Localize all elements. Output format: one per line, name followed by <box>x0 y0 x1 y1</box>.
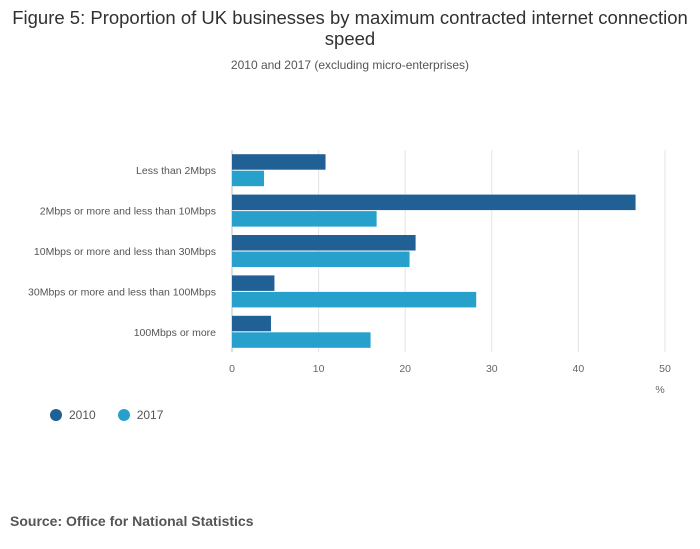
chart-subtitle: 2010 and 2017 (excluding micro-enterpris… <box>230 58 470 72</box>
bar-2010-3[interactable] <box>232 275 275 291</box>
bar-chart: Less than 2Mbps 2Mbps or more and less th… <box>28 150 671 396</box>
legend-label-2010: 2010 <box>69 408 96 422</box>
x-tick-label: 30 <box>486 363 498 375</box>
category-label: Less than 2Mbps <box>136 165 216 177</box>
bar-2010-1[interactable] <box>232 194 636 211</box>
chart-title: Figure 5: Proportion of UK businesses by… <box>12 7 688 49</box>
bar-2017-2[interactable] <box>232 251 410 268</box>
legend-marker-2017 <box>117 409 130 421</box>
bar-2010-2[interactable] <box>232 235 416 251</box>
x-tick-label: 50 <box>659 363 671 375</box>
bar-2010-0[interactable] <box>232 154 326 170</box>
category-label: 30Mbps or more and less than 100Mbps <box>28 286 216 298</box>
grid-lines <box>231 150 666 352</box>
bars <box>232 154 636 348</box>
legend: 2010 2017 <box>50 408 185 422</box>
bar-2017-1[interactable] <box>232 211 377 227</box>
x-axis-ticks: 0 10 20 30 40 50 <box>229 363 671 375</box>
legend-item-2017[interactable]: 2017 <box>117 408 164 422</box>
legend-marker-2010 <box>50 409 62 421</box>
category-label: 2Mbps or more and less than 10Mbps <box>40 206 216 218</box>
category-label: 100Mbps or more <box>134 327 216 339</box>
x-tick-label: 40 <box>573 363 585 375</box>
bar-2017-0[interactable] <box>232 170 265 187</box>
legend-label-2017: 2017 <box>136 408 164 422</box>
bar-2010-4[interactable] <box>232 315 271 332</box>
category-label: 10Mbps or more and less than 30Mbps <box>34 246 216 258</box>
legend-item-2010[interactable]: 2010 <box>50 408 96 422</box>
bar-2017-3[interactable] <box>232 291 477 308</box>
x-axis-label: % <box>655 384 664 396</box>
bar-2017-4[interactable] <box>232 332 371 348</box>
source-note: Source: Office for National Statistics <box>10 513 254 529</box>
x-tick-label: 20 <box>399 363 411 375</box>
x-tick-label: 0 <box>229 363 235 375</box>
category-labels: Less than 2Mbps 2Mbps or more and less th… <box>28 165 216 339</box>
x-tick-label: 10 <box>313 363 325 375</box>
